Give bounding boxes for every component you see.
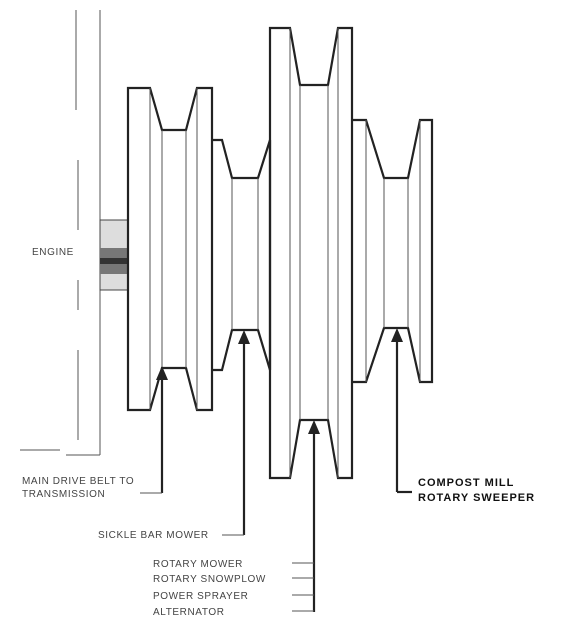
- engine-shaft: [99, 219, 129, 291]
- arrow-sickle-bar: [222, 330, 250, 536]
- alternator-label: ALTERNATOR: [153, 607, 225, 617]
- main-drive-label-line2: TRANSMISSION: [22, 489, 105, 500]
- arrow-main-drive: [140, 366, 168, 494]
- rotary-snowplow-label: ROTARY SNOWPLOW: [153, 574, 266, 585]
- engine-label: ENGINE: [32, 247, 74, 258]
- sickle-bar-label: SICKLE BAR MOWER: [98, 530, 209, 541]
- pulley-main-drive: [126, 86, 214, 412]
- rotary-sweeper-label: ROTARY SWEEPER: [418, 492, 535, 504]
- power-sprayer-label: POWER SPRAYER: [153, 591, 248, 602]
- main-drive-label-line1: MAIN DRIVE BELT TO: [22, 476, 134, 487]
- pulley-sickle-bar: [212, 138, 272, 372]
- pulley-rotary: [268, 26, 354, 480]
- pulley-compost: [352, 118, 434, 384]
- arrow-rotary: [292, 420, 320, 612]
- arrow-compost: [391, 328, 412, 494]
- rotary-mower-label: ROTARY MOWER: [153, 559, 243, 570]
- compost-mill-label: COMPOST MILL: [418, 477, 514, 489]
- engine-face: [20, 10, 101, 456]
